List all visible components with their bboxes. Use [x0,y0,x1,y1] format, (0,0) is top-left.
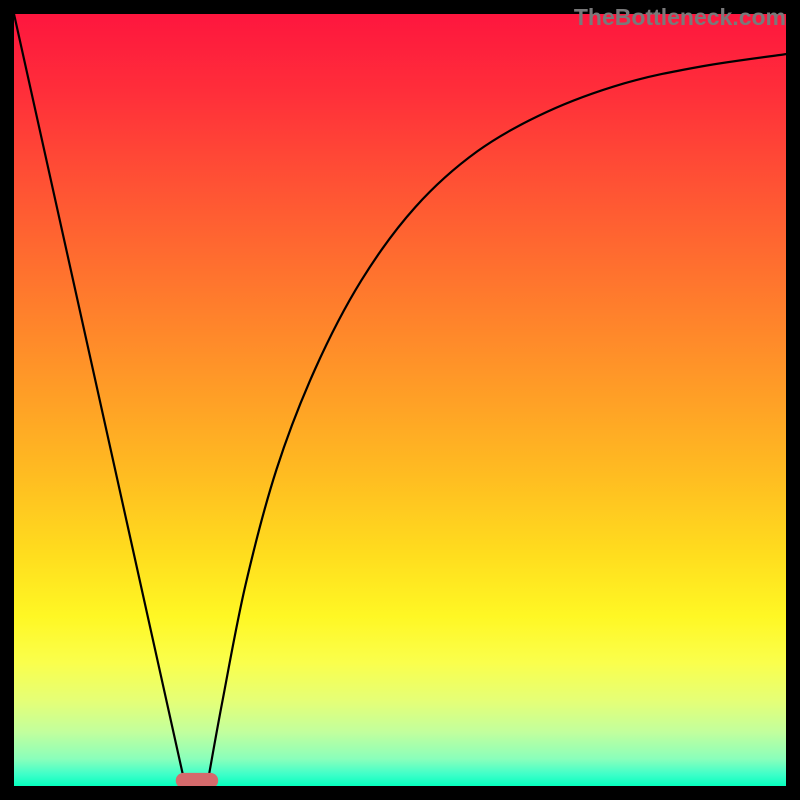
gradient-background [14,14,786,786]
chart-container: TheBottleneck.com [0,0,800,800]
watermark-text: TheBottleneck.com [574,4,786,31]
chart-svg [14,14,786,786]
plot-area [14,14,786,786]
optimal-marker [176,773,218,786]
